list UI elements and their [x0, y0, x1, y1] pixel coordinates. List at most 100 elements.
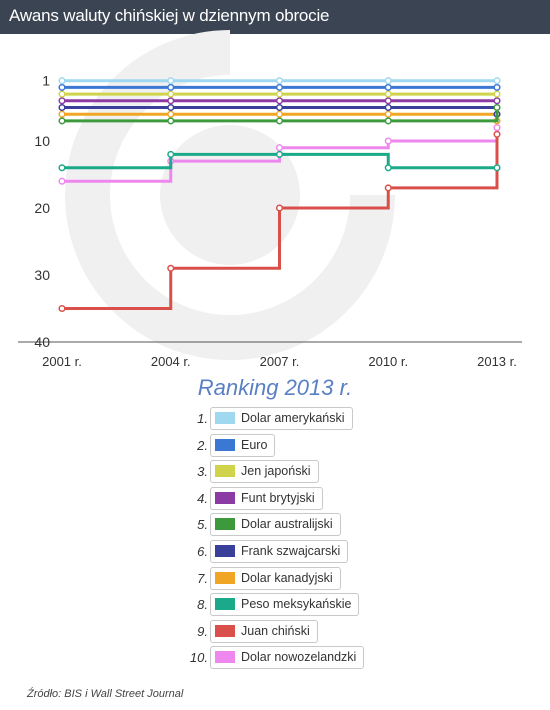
x-tick-label: 2007 r. — [260, 354, 300, 369]
x-tick-label: 2010 r. — [368, 354, 408, 369]
data-point — [58, 77, 66, 85]
data-point — [384, 83, 392, 91]
legend-label: Euro — [241, 437, 268, 452]
legend-label: Dolar amerykański — [241, 411, 345, 425]
series-line — [62, 107, 499, 123]
series-3 — [58, 90, 501, 98]
data-point — [384, 97, 392, 105]
data-point — [167, 90, 175, 98]
data-point — [167, 117, 175, 125]
data-point — [384, 90, 392, 98]
legend-box: Jen japoński — [210, 460, 319, 484]
legend-swatch — [215, 571, 235, 584]
legend-label: Dolar kanadyjski — [241, 570, 333, 585]
data-point — [167, 83, 175, 91]
data-point — [384, 117, 392, 125]
legend-rank: 10. — [189, 650, 208, 666]
data-point — [275, 83, 284, 91]
data-point — [58, 110, 66, 118]
data-point — [275, 77, 284, 85]
legend-box: Funt brytyjski — [210, 486, 323, 510]
data-point — [493, 97, 501, 105]
legend-box: Dolar kanadyjski — [210, 566, 341, 590]
legend-rank: 2. — [197, 437, 208, 453]
legend-box: Juan chiński — [210, 619, 318, 643]
x-tick-label: 2001 r. — [42, 354, 82, 369]
legend-item: 4. Funt brytyjski — [170, 486, 390, 510]
legend-item: 10. Dolar nowozelandzki — [170, 646, 390, 670]
legend-rank: 3. — [197, 464, 208, 480]
legend-label: Funt brytyjski — [241, 490, 315, 505]
rank-chart: 2001 r. 2004 r. 2007 r. 2010 r. 2013 r. 1 10 2… — [18, 73, 522, 369]
y-tick-label: 40 — [34, 334, 50, 350]
legend-item: 6. Frank szwajcarski — [170, 540, 390, 563]
legend-label: Peso meksykańskie — [241, 597, 352, 612]
legend-swatch — [215, 598, 235, 611]
data-point — [384, 184, 392, 192]
data-point — [493, 103, 501, 112]
legend-label: Juan chiński — [241, 623, 310, 638]
legend-item: 2. Euro — [170, 433, 390, 457]
legend-box: Peso meksykańskie — [210, 593, 360, 617]
y-tick-label: 20 — [34, 200, 50, 216]
data-point — [493, 77, 501, 85]
legend-box: Dolar nowozelandzki — [210, 646, 365, 670]
data-point — [275, 103, 284, 112]
data-point — [275, 144, 284, 152]
data-point — [384, 110, 392, 118]
legend-item: 1. Dolar amerykański — [170, 407, 390, 430]
source-note: Źródło: BIS i Wall Street Journal — [27, 688, 184, 700]
series-4 — [58, 97, 501, 105]
legend-swatch — [215, 491, 235, 504]
data-point — [493, 90, 501, 98]
legend-label: Jen japoński — [241, 464, 311, 479]
series-2 — [58, 83, 501, 91]
data-point — [167, 77, 175, 85]
data-point — [58, 177, 66, 185]
legend-label: Frank szwajcarski — [241, 544, 341, 558]
data-point — [493, 164, 501, 172]
legend-swatch — [215, 545, 235, 557]
x-tick-label: 2013 r. — [477, 354, 517, 369]
legend-item: 8. Peso meksykańskie — [170, 593, 390, 617]
legend-item: 5. Dolar australijski — [170, 513, 390, 537]
data-point — [58, 83, 66, 91]
ranking-title: Ranking 2013 r. — [197, 375, 353, 400]
data-point — [167, 110, 175, 118]
data-point — [275, 97, 284, 105]
data-point — [493, 130, 501, 138]
legend-rank: 5. — [197, 517, 208, 533]
data-point — [275, 150, 284, 158]
data-point — [167, 103, 175, 112]
chart-title: Awans waluty chińskiej w dziennym obroci… — [9, 6, 330, 25]
legend-rank: 8. — [197, 597, 208, 613]
data-point — [384, 77, 392, 85]
data-point — [167, 97, 175, 105]
data-point — [384, 164, 392, 172]
legend-swatch — [215, 518, 235, 531]
series-10 — [58, 124, 501, 185]
legend-item: 3. Jen japoński — [170, 460, 390, 484]
legend-label: Dolar nowozelandzki — [241, 650, 357, 665]
data-point — [167, 264, 175, 272]
legend-label: Dolar australijski — [241, 517, 333, 532]
x-tick-label: 2004 r. — [151, 354, 191, 369]
data-point — [58, 117, 66, 125]
legend-swatch — [215, 438, 235, 451]
data-point — [58, 164, 66, 172]
legend-rank: 9. — [197, 623, 208, 639]
legend-item: 7. Dolar kanadyjski — [170, 566, 390, 590]
legend-rank: 6. — [197, 544, 208, 559]
y-tick-label: 1 — [42, 73, 50, 89]
legend-swatch — [215, 412, 235, 424]
legend-item: 9. Juan chiński — [170, 619, 390, 643]
data-point — [58, 90, 66, 98]
series-9 — [58, 130, 501, 313]
header-bar: Awans waluty chińskiej w dziennym obroci… — [0, 0, 550, 34]
data-point — [167, 150, 175, 158]
legend-rank: 7. — [197, 570, 208, 586]
legend-rank: 1. — [197, 411, 208, 426]
legend-swatch — [215, 651, 235, 664]
legend-box: Frank szwajcarski — [210, 540, 349, 563]
data-point — [493, 124, 501, 132]
